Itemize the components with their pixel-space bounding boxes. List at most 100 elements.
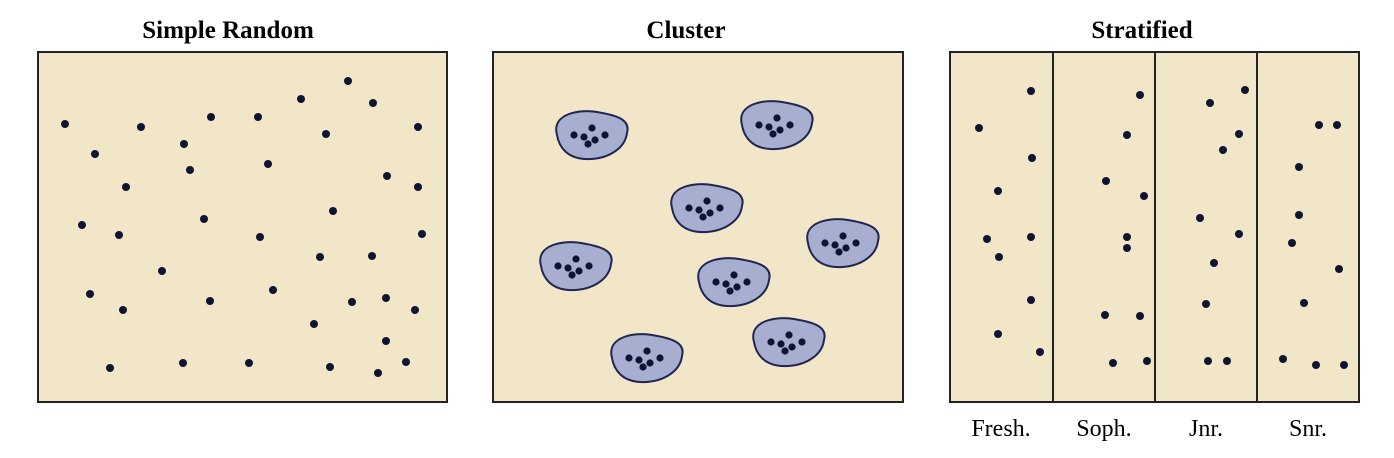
sample-dot: [411, 306, 419, 314]
cluster-dot: [591, 136, 599, 144]
cluster-group: [539, 241, 613, 292]
cluster-dot: [776, 126, 784, 134]
cluster-dot: [765, 123, 773, 131]
sample-dot: [61, 120, 69, 128]
sample-dot: [994, 330, 1002, 338]
cluster-dot: [564, 264, 572, 272]
sample-dot: [1027, 233, 1035, 241]
sample-dot: [1109, 359, 1117, 367]
sample-dot: [1235, 130, 1243, 138]
sample-dot: [1335, 265, 1343, 273]
sample-dot: [200, 215, 208, 223]
simple-random-dots: [61, 77, 426, 377]
cluster-dot: [852, 239, 860, 247]
sample-dot: [1123, 131, 1131, 139]
cluster-dot: [572, 255, 580, 263]
cluster-dot: [699, 213, 707, 221]
sample-dot: [1028, 154, 1036, 162]
cluster-blob: [539, 241, 613, 292]
sample-dot: [254, 113, 262, 121]
sample-dot: [269, 286, 277, 294]
sample-dot: [137, 123, 145, 131]
cluster-dot: [835, 248, 843, 256]
sample-dot: [1202, 300, 1210, 308]
stratified-title: Stratified: [1091, 17, 1192, 44]
cluster-blob: [555, 110, 629, 161]
cluster-dot: [730, 271, 738, 279]
cluster-dot: [584, 140, 592, 148]
cluster-dot: [733, 283, 741, 291]
sample-dot: [1027, 296, 1035, 304]
sample-dot: [1136, 91, 1144, 99]
cluster-blob: [697, 257, 771, 308]
sample-dot: [382, 337, 390, 345]
sample-dot: [316, 253, 324, 261]
sample-dot: [1101, 311, 1109, 319]
sample-dot: [995, 253, 1003, 261]
cluster-blob: [752, 317, 826, 368]
sample-dot: [1143, 357, 1151, 365]
sample-dot: [326, 363, 334, 371]
cluster-dot: [786, 121, 794, 129]
cluster-group: [752, 317, 826, 368]
cluster-dot: [712, 278, 720, 286]
cluster-group: [697, 257, 771, 308]
sample-dot: [382, 294, 390, 302]
sample-dot: [414, 183, 422, 191]
cluster-dot: [722, 280, 730, 288]
sample-dot: [369, 99, 377, 107]
sample-dot: [1235, 230, 1243, 238]
cluster-dot: [755, 121, 763, 129]
cluster-blob: [740, 100, 814, 151]
sample-dot: [1295, 163, 1303, 171]
cluster-dot: [769, 130, 777, 138]
cluster-dot: [767, 338, 775, 346]
sample-dot: [368, 252, 376, 260]
cluster-dot: [777, 340, 785, 348]
cluster-dot: [743, 278, 751, 286]
sample-dot: [983, 235, 991, 243]
sample-dot: [1312, 361, 1320, 369]
sample-dot: [1136, 312, 1144, 320]
stratum-label-fresh: Fresh.: [971, 416, 1030, 442]
sample-dot: [1210, 259, 1218, 267]
sample-dot: [383, 172, 391, 180]
cluster-dot: [585, 262, 593, 270]
sample-dot: [1340, 361, 1348, 369]
cluster-dot: [685, 204, 693, 212]
stratified-dots: [975, 86, 1348, 369]
sample-dot: [1333, 121, 1341, 129]
cluster-dot: [601, 131, 609, 139]
cluster-dot: [839, 232, 847, 240]
sample-dot: [91, 150, 99, 158]
cluster-dot: [821, 239, 829, 247]
sample-dot: [322, 130, 330, 138]
sample-dot: [119, 306, 127, 314]
sample-dot: [414, 123, 422, 131]
sample-dot: [1288, 239, 1296, 247]
sample-dot: [975, 124, 983, 132]
cluster-dot: [575, 267, 583, 275]
sample-dot: [1295, 211, 1303, 219]
cluster-blob: [670, 183, 744, 234]
sample-dot: [310, 320, 318, 328]
cluster-dot: [554, 262, 562, 270]
sample-dot: [1140, 192, 1148, 200]
cluster-group: [740, 100, 814, 151]
simple-random-panel: [37, 51, 448, 403]
sample-dot: [245, 359, 253, 367]
sample-dot: [256, 233, 264, 241]
cluster-dot: [656, 354, 664, 362]
sample-dot: [374, 369, 382, 377]
cluster-dot: [785, 331, 793, 339]
sample-dot: [348, 298, 356, 306]
sample-dot: [78, 221, 86, 229]
cluster-group: [555, 110, 629, 161]
sample-dot: [297, 95, 305, 103]
sample-dot: [994, 187, 1002, 195]
simple-random-title: Simple Random: [142, 17, 314, 44]
stratum-label-snr: Snr.: [1289, 416, 1327, 442]
sample-dot: [207, 113, 215, 121]
cluster-dot: [788, 343, 796, 351]
